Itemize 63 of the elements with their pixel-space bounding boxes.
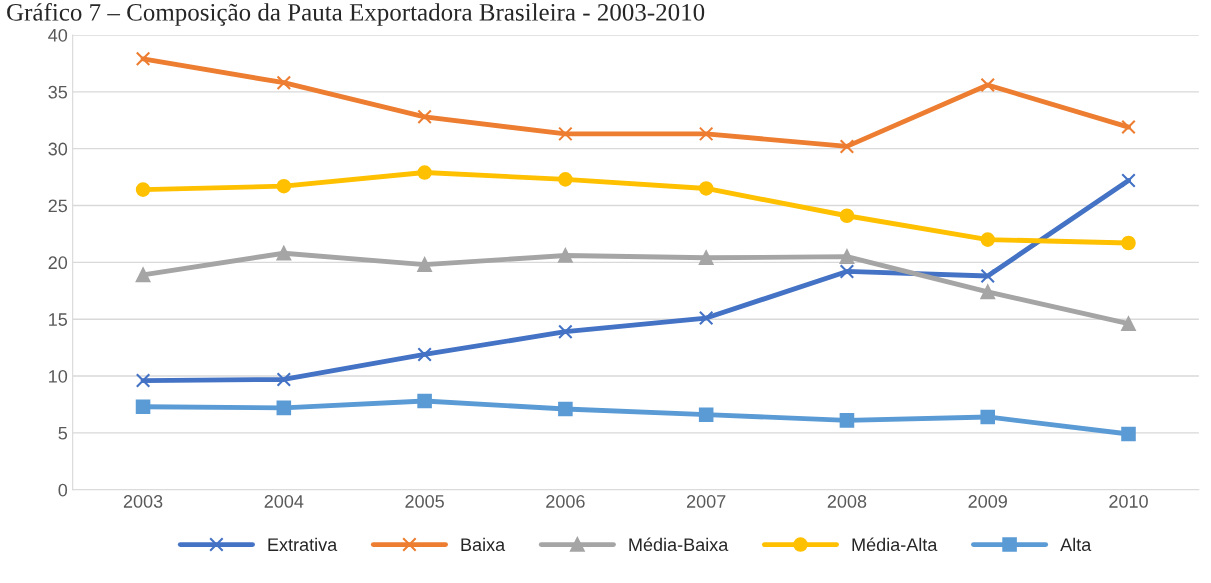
y-tick-label: 40 xyxy=(48,28,68,42)
point xyxy=(135,51,151,67)
point xyxy=(839,264,855,279)
legend-label: Alta xyxy=(1060,537,1092,552)
x-tick-label: 2007 xyxy=(686,495,726,508)
point xyxy=(417,347,432,362)
point xyxy=(839,249,855,264)
legend-label: Média-Alta xyxy=(852,537,938,552)
point xyxy=(558,126,573,142)
point xyxy=(417,257,432,272)
chart-title: Gráfico 7 – Composição da Pauta Exportadora Brasileira - 2003-2010 xyxy=(7,2,705,26)
x-tick-label: 2009 xyxy=(968,495,1007,508)
point xyxy=(1121,173,1136,188)
y-tick-label: 20 xyxy=(48,256,68,270)
point xyxy=(839,139,855,154)
point xyxy=(558,324,573,339)
y-tick-label: 30 xyxy=(48,142,68,156)
y-tick-label: 10 xyxy=(49,369,68,383)
point xyxy=(276,245,292,261)
x-tick-label: 2004 xyxy=(264,495,304,508)
y-tick-label: 35 xyxy=(48,85,68,99)
point xyxy=(417,109,432,125)
point xyxy=(417,165,432,180)
x-tick-label: 2003 xyxy=(123,495,163,508)
point xyxy=(417,393,432,409)
point xyxy=(1121,235,1136,251)
x-tick-label: 2006 xyxy=(546,495,585,508)
point xyxy=(1121,316,1136,332)
point xyxy=(839,413,855,428)
point xyxy=(980,284,996,300)
point xyxy=(135,399,151,415)
point xyxy=(558,248,573,263)
point xyxy=(698,126,714,142)
point xyxy=(135,267,151,283)
point xyxy=(276,372,292,387)
point xyxy=(135,373,151,388)
y-tick-label: 0 xyxy=(58,483,68,497)
point xyxy=(698,407,714,422)
x-tick-label: 2005 xyxy=(405,495,444,508)
point xyxy=(980,77,996,93)
point xyxy=(276,178,292,194)
legend-label: Média-Baixa xyxy=(629,537,729,552)
point xyxy=(980,268,996,284)
point xyxy=(135,182,151,197)
point xyxy=(980,409,996,425)
x-tick-label: 2008 xyxy=(827,495,867,508)
point xyxy=(698,181,714,196)
point xyxy=(980,232,996,247)
point xyxy=(276,75,292,91)
legend-label: Baixa xyxy=(461,537,506,552)
point xyxy=(1121,426,1136,442)
point xyxy=(1121,119,1136,135)
point xyxy=(276,400,292,416)
point xyxy=(839,208,855,224)
y-tick-label: 25 xyxy=(48,199,68,213)
y-tick-label: 15 xyxy=(49,313,68,326)
legend-label: Extrativa xyxy=(268,537,338,552)
point xyxy=(558,172,573,187)
y-tick-label: 5 xyxy=(58,427,68,440)
point xyxy=(698,250,714,266)
x-tick-label: 2010 xyxy=(1109,495,1148,508)
point xyxy=(558,401,573,417)
point xyxy=(698,310,714,326)
